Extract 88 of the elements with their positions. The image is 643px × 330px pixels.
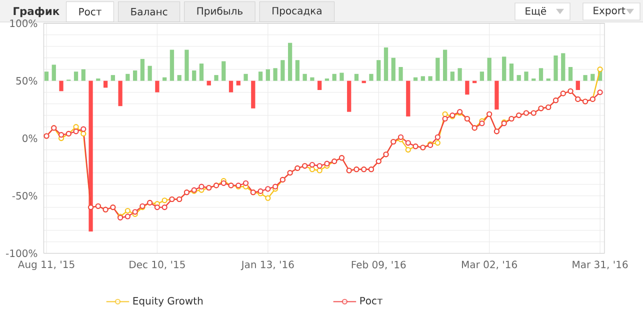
bar xyxy=(354,74,359,81)
bar xyxy=(222,61,226,81)
bar xyxy=(280,60,285,81)
bar xyxy=(258,72,263,81)
bar xyxy=(554,56,558,81)
bar xyxy=(273,68,278,81)
bar xyxy=(140,58,145,81)
bar xyxy=(494,80,499,110)
bar xyxy=(524,72,528,81)
bar xyxy=(214,75,218,81)
bar xyxy=(436,58,440,81)
x-tick-label: Jan 13, '16 xyxy=(240,260,294,270)
y-tick-label: 0% xyxy=(22,134,38,142)
bar xyxy=(126,74,130,81)
legend-label: Рост xyxy=(360,297,383,304)
bar xyxy=(155,80,160,92)
bar xyxy=(502,56,506,81)
bar xyxy=(295,60,300,81)
bar xyxy=(590,74,595,81)
bar xyxy=(52,64,56,81)
bar xyxy=(420,76,425,81)
x-tick-label: Mar 31, '16 xyxy=(572,260,628,270)
bar xyxy=(442,50,448,81)
bar xyxy=(369,74,374,81)
bar xyxy=(177,75,182,81)
bar xyxy=(450,72,454,81)
bar xyxy=(88,80,93,232)
bar xyxy=(413,77,418,81)
text: Рост xyxy=(79,8,102,16)
bar xyxy=(162,77,167,81)
text: Прибыль xyxy=(197,6,242,17)
bar xyxy=(110,75,115,81)
text: Export xyxy=(594,6,626,16)
text: Просадка xyxy=(272,7,322,16)
bar xyxy=(398,67,403,81)
bar xyxy=(81,69,86,81)
bar xyxy=(184,50,189,81)
x-tick-label: Feb 09, '16 xyxy=(352,260,406,270)
bar xyxy=(458,68,462,81)
bar xyxy=(538,68,544,81)
bar xyxy=(74,72,78,81)
bar xyxy=(428,76,432,81)
bar xyxy=(244,74,248,81)
bar xyxy=(192,70,196,81)
bar xyxy=(340,72,344,81)
bar xyxy=(228,80,234,92)
y-tick-label: 100% xyxy=(10,20,38,28)
bar xyxy=(288,42,292,81)
bar xyxy=(148,66,152,81)
bar xyxy=(133,70,138,81)
bar xyxy=(266,69,270,81)
bar xyxy=(199,64,204,81)
bar xyxy=(487,58,492,81)
bar xyxy=(251,80,256,108)
x-tick-label: Dec 10, '15 xyxy=(130,260,185,270)
y-tick-label: -50% xyxy=(12,192,38,200)
bar xyxy=(302,74,307,81)
legend-label: Equity Growth xyxy=(133,296,203,307)
bar xyxy=(170,50,174,81)
y-tick-label: 50% xyxy=(16,77,38,85)
bar xyxy=(206,80,211,86)
bar xyxy=(310,77,314,81)
chart-title: График xyxy=(14,6,60,18)
bar xyxy=(583,75,588,81)
bar xyxy=(118,80,122,106)
bar xyxy=(318,80,322,90)
text: Баланс xyxy=(131,8,168,16)
x-tick-label: Aug 11, '15 xyxy=(18,260,74,270)
bar xyxy=(103,80,108,88)
bar xyxy=(406,80,410,116)
bar xyxy=(44,72,49,81)
bar xyxy=(391,58,396,81)
text: Ещё xyxy=(526,7,546,16)
bar xyxy=(347,80,352,112)
bar xyxy=(576,80,580,90)
bar xyxy=(465,80,470,95)
bar xyxy=(509,64,514,81)
bar xyxy=(384,47,388,81)
bar xyxy=(516,75,521,81)
x-tick-label: Mar 02, '16 xyxy=(462,260,517,270)
bar xyxy=(59,80,64,92)
bar xyxy=(480,72,484,81)
bar xyxy=(568,67,573,81)
bar xyxy=(236,80,240,86)
y-tick-label: -100% xyxy=(6,250,38,258)
bar xyxy=(332,74,336,81)
bar xyxy=(561,53,566,81)
bar xyxy=(376,60,381,81)
